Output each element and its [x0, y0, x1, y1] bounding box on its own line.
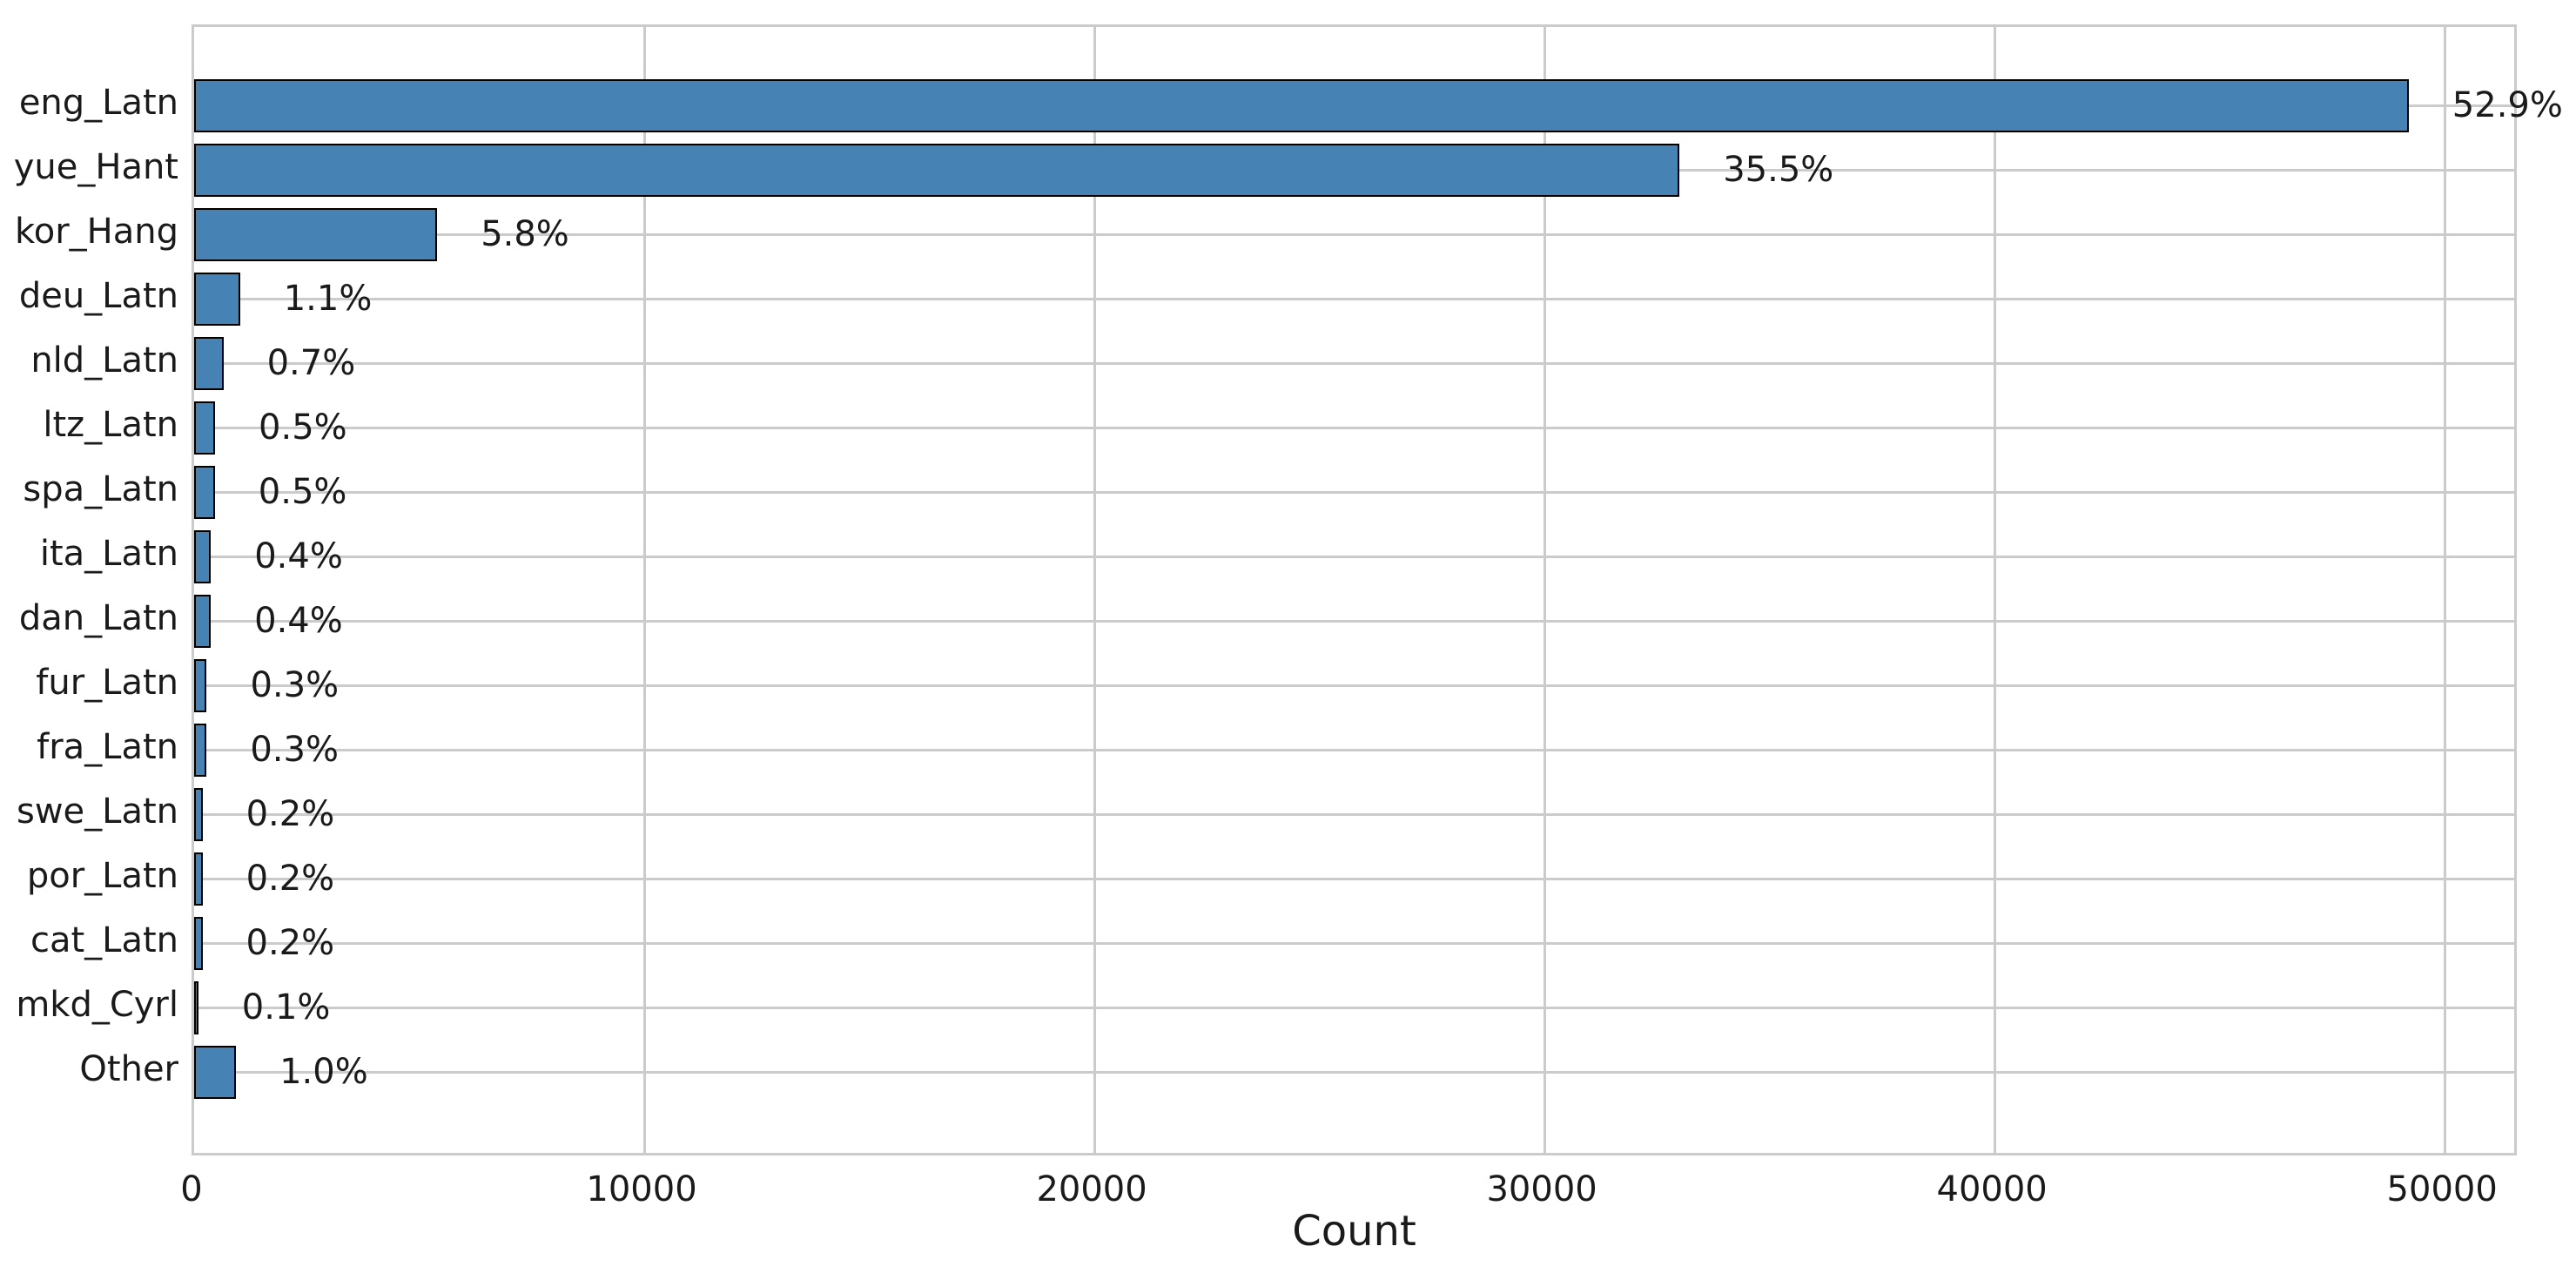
bar-value-label: 0.3% — [250, 730, 339, 770]
bar-fra_Latn — [194, 723, 207, 777]
bar-value-label: 0.7% — [266, 343, 356, 383]
y-category-label-nld_Latn: nld_Latn — [30, 340, 178, 381]
y-category-label-swe_Latn: swe_Latn — [17, 792, 178, 832]
bar-spa_Latn — [194, 465, 215, 519]
bar-value-label: 1.1% — [283, 279, 373, 319]
bar-mkd_Cyrl — [194, 980, 198, 1034]
y-category-label-Other: Other — [79, 1049, 178, 1089]
y-category-label-ita_Latn: ita_Latn — [39, 534, 178, 574]
h-gridline — [194, 490, 2514, 494]
bar-value-label: 0.1% — [241, 987, 331, 1027]
y-category-label-ltz_Latn: ltz_Latn — [43, 405, 178, 445]
y-category-label-fra_Latn: fra_Latn — [37, 727, 178, 767]
x-tick-label: 0 — [180, 1169, 203, 1209]
h-gridline — [194, 361, 2514, 365]
y-category-label-kor_Hang: kor_Hang — [15, 212, 178, 252]
v-gridline — [1543, 27, 1546, 1153]
bar-nld_Latn — [194, 336, 224, 390]
v-gridline — [642, 27, 646, 1153]
bar-eng_Latn — [194, 78, 2409, 132]
bar-value-label: 0.2% — [245, 859, 335, 899]
bar-value-label: 0.4% — [254, 536, 343, 576]
v-gridline — [1993, 27, 1996, 1153]
bar-kor_Hang — [194, 207, 438, 261]
v-gridline — [1093, 27, 1096, 1153]
y-category-label-spa_Latn: spa_Latn — [23, 469, 178, 509]
bar-fur_Latn — [194, 658, 207, 712]
x-tick-label: 50000 — [2386, 1169, 2498, 1209]
bar-value-label: 1.0% — [279, 1052, 368, 1092]
bar-por_Latn — [194, 852, 203, 906]
bar-ita_Latn — [194, 529, 212, 583]
x-axis-title: Count — [1292, 1207, 1416, 1256]
bar-value-label: 0.2% — [245, 794, 335, 834]
h-gridline — [194, 1070, 2514, 1074]
bar-value-label: 35.5% — [1723, 150, 1834, 190]
bar-value-label: 0.2% — [245, 923, 335, 963]
h-gridline — [194, 232, 2514, 236]
y-category-label-yue_Hant: yue_Hant — [13, 147, 178, 187]
h-gridline — [194, 877, 2514, 880]
bar-swe_Latn — [194, 787, 203, 841]
h-gridline — [194, 619, 2514, 623]
bar-dan_Latn — [194, 594, 212, 648]
x-tick-label: 30000 — [1486, 1169, 1597, 1209]
h-gridline — [194, 1006, 2514, 1009]
x-tick-label: 40000 — [1936, 1169, 2048, 1209]
y-category-label-deu_Latn: deu_Latn — [18, 276, 178, 316]
bar-Other — [194, 1045, 237, 1099]
y-category-label-eng_Latn: eng_Latn — [18, 83, 178, 123]
h-gridline — [194, 941, 2514, 945]
bar-value-label: 0.5% — [259, 408, 347, 448]
h-gridline — [194, 812, 2514, 816]
h-gridline — [194, 555, 2514, 558]
y-category-label-fur_Latn: fur_Latn — [36, 663, 178, 703]
bar-value-label: 52.9% — [2452, 85, 2563, 125]
bar-value-label: 5.8% — [481, 214, 569, 254]
h-gridline — [194, 426, 2514, 429]
bar-value-label: 0.3% — [250, 665, 340, 705]
x-tick-label: 20000 — [1036, 1169, 1147, 1209]
bar-value-label: 0.4% — [254, 601, 343, 641]
x-tick-label: 10000 — [586, 1169, 697, 1209]
y-category-label-por_Latn: por_Latn — [26, 856, 178, 896]
y-category-label-mkd_Cyrl: mkd_Cyrl — [16, 985, 178, 1025]
plot-area: 52.9% 35.5% 5.8% 1.1% 0.7% 0.5% 0.5% 0.4% 0.4% 0.… — [192, 24, 2563, 1155]
y-category-label-dan_Latn: dan_Latn — [18, 598, 178, 638]
y-category-label-cat_Latn: cat_Latn — [30, 920, 178, 960]
h-gridline — [194, 297, 2514, 300]
v-gridline — [2443, 27, 2446, 1153]
bar-deu_Latn — [194, 272, 240, 326]
h-gridline — [194, 748, 2514, 751]
h-gridline — [194, 684, 2514, 687]
bar-value-label: 0.5% — [258, 472, 347, 512]
bar-ltz_Latn — [194, 401, 216, 455]
bar-cat_Latn — [194, 916, 203, 970]
bar-yue_Hant — [194, 143, 1680, 197]
